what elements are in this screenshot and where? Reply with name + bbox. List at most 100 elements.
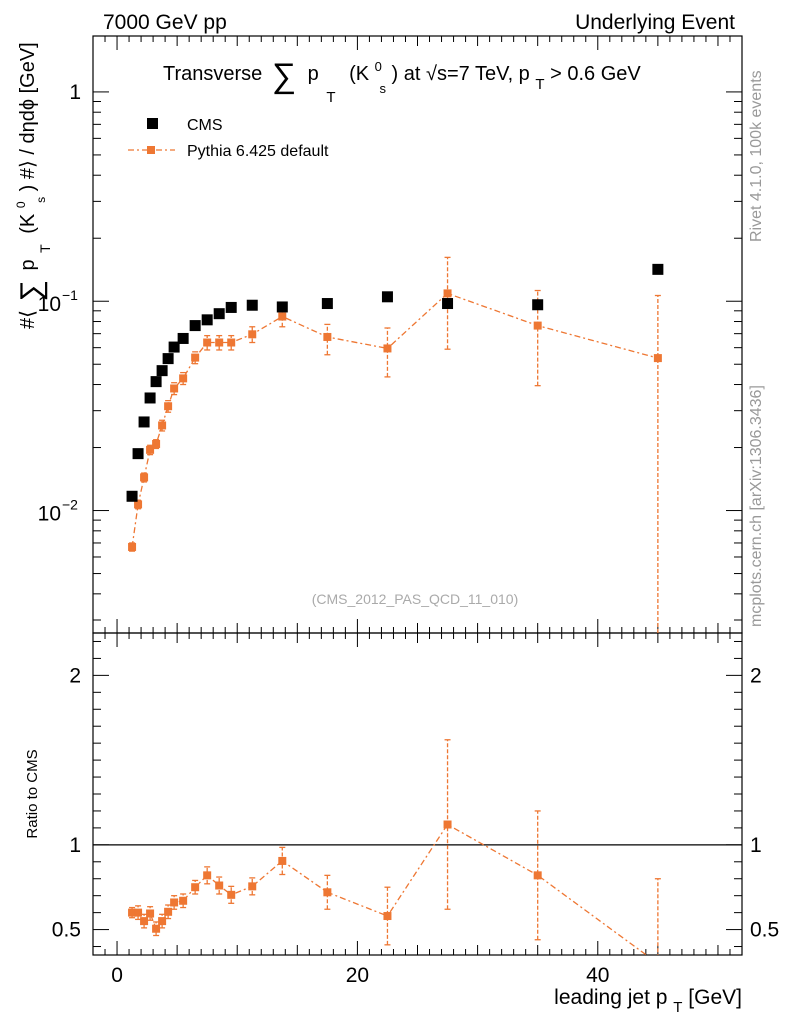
mc-point	[140, 473, 149, 482]
title-sum: ∑	[272, 57, 296, 95]
xlabel: leading jet p T [GeV]	[554, 986, 742, 1017]
legend-marker-cms	[147, 118, 158, 129]
mc-point	[152, 439, 161, 448]
y-tick-label-exp: −2	[62, 497, 78, 513]
x-tick-label: 20	[346, 964, 369, 987]
mc-series-line	[131, 292, 659, 548]
title-p-sub: T	[326, 89, 335, 106]
legend-label-cms: CMS	[187, 117, 223, 134]
cms-point	[532, 299, 544, 311]
mc-point	[278, 312, 287, 321]
ylabel-a: #⟨	[17, 310, 39, 329]
cms-point	[442, 298, 454, 310]
ratio-point	[158, 917, 167, 926]
legend: CMS Pythia 6.425 default	[128, 117, 329, 160]
ratio-point	[248, 882, 257, 891]
xlabel-b: [GeV]	[688, 986, 742, 1009]
ratio-y-tick-label: 1	[69, 834, 81, 857]
xlabel-sub: T	[673, 999, 682, 1016]
ratio-y-tick-label: 2	[69, 664, 81, 687]
cms-point	[177, 332, 189, 344]
ylabel-k-sub: s	[34, 197, 48, 203]
ylabel-k-sup: 0	[14, 201, 28, 208]
cms-point	[138, 416, 150, 428]
cms-point	[162, 353, 174, 365]
ratio-y-tick-label: 2	[750, 664, 762, 687]
ratio-clipped	[128, 739, 662, 967]
title-k-sup: 0	[375, 59, 382, 74]
legend-marker-mc	[147, 146, 155, 154]
title-text-a: Transverse	[163, 63, 262, 85]
title-pt-sub: T	[535, 76, 544, 93]
ratio-y-tick-label: 0.5	[750, 919, 779, 942]
ratio-point	[323, 888, 332, 897]
header-right: Underlying Event	[575, 11, 735, 34]
cms-point	[126, 490, 138, 502]
ratio-point	[191, 883, 200, 892]
cms-point	[246, 299, 258, 311]
y-tick-label: 10	[38, 293, 61, 316]
mc-point	[443, 289, 452, 298]
ratio-point	[170, 898, 179, 907]
ratio-point	[146, 909, 155, 918]
legend-label-mc: Pythia 6.425 default	[187, 143, 329, 160]
ratio-ylabel: Ratio to CMS	[24, 749, 41, 838]
x-tick-label: 0	[111, 964, 123, 987]
cms-point	[652, 263, 664, 275]
cms-point	[381, 291, 393, 303]
mc-point	[323, 332, 332, 341]
cms-point	[132, 448, 144, 460]
ratio-point	[215, 881, 224, 890]
rivet-label: Rivet 4.1.0, 100k events	[748, 70, 765, 242]
cms-point	[189, 320, 201, 332]
title-text-at: ) at √s=7 TeV, p	[392, 63, 530, 85]
cms-point	[144, 392, 156, 404]
x-tick-label: 40	[586, 964, 609, 987]
main-marks	[126, 256, 664, 633]
cms-point	[213, 308, 225, 320]
ratio-point	[203, 871, 212, 880]
ratio-y-tick-label: 0.5	[52, 919, 81, 942]
cms-point	[276, 301, 288, 313]
main-title: Transverse ∑ p T (K 0 s ) at √s=7 TeV, p…	[163, 54, 641, 107]
ratio-y-tick-label: 1	[750, 834, 762, 857]
ratio-point	[227, 890, 236, 899]
mc-point	[170, 384, 179, 393]
mc-point	[383, 344, 392, 353]
mc-point	[203, 338, 212, 347]
ratio-point	[533, 871, 542, 880]
mc-point	[215, 338, 224, 347]
mc-point	[158, 421, 167, 430]
ratio-marks	[128, 739, 662, 967]
ratio-point	[278, 856, 287, 865]
ylabel-k: (K	[17, 213, 39, 234]
ratio-axes: 0 20 40 0.5 0.5 1 1 2 2	[52, 633, 779, 987]
ratio-panel-frame	[92, 632, 743, 956]
ylabel-sum: ∑	[15, 280, 48, 301]
cms-point	[321, 298, 333, 310]
ylabel-p: p	[17, 259, 39, 270]
title-cut: > 0.6 GeV	[550, 63, 641, 85]
cms-point	[225, 301, 237, 313]
mc-point	[164, 402, 173, 411]
y-tick-label: 1	[69, 81, 81, 104]
ratio-point	[383, 912, 392, 921]
mc-point	[146, 445, 155, 454]
header-left: 7000 GeV pp	[103, 11, 227, 34]
ratio-point	[134, 908, 143, 917]
ratio-point	[443, 820, 452, 829]
ratio-point	[179, 896, 188, 905]
cms-point	[201, 314, 213, 326]
title-k: (K	[349, 63, 370, 85]
ratio-point	[654, 959, 662, 967]
cms-point	[168, 341, 180, 353]
analysis-annotation: (CMS_2012_PAS_QCD_11_010)	[312, 591, 519, 607]
mc-point	[179, 374, 188, 383]
mc-point	[653, 354, 662, 363]
ylabel-b: ) #⟩ / dηdϕ [GeV]	[17, 42, 39, 191]
mc-point	[533, 321, 542, 330]
mc-point	[227, 338, 236, 347]
xlabel-a: leading jet p	[554, 986, 667, 1009]
ratio-point	[140, 917, 149, 926]
y-tick-label: 10	[38, 503, 61, 526]
